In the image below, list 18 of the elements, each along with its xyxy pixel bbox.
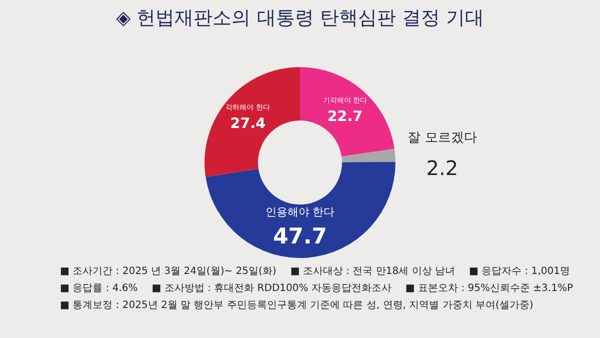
chart-title: ◈ 헌법재판소의 대통령 탄핵심판 결정 기대 <box>116 6 484 29</box>
data-label: 47.7 <box>273 224 327 250</box>
text: ■ 조사방법 : 휴대전화 RDD100% 자동응답전화조사 <box>152 282 392 295</box>
donut-slice <box>300 67 394 156</box>
data-label: 22.7 <box>327 108 363 125</box>
text: ■ 통계보정 : 2025년 2월 말 행안부 주민등록인구통계 기준에 따른 성, 연령, 지역별 가중치 부여(셀가중) <box>60 299 534 312</box>
text: ■ 응답자수 : 1,001명 <box>468 265 570 278</box>
text: ■ 표본오차 : 95%신뢰수준 ±3.1%P <box>405 282 573 295</box>
slice-label: 잘 모르겠다 <box>408 130 477 146</box>
text: ■ 조사기간 : 2025 년 3월 24일(월)~ 25일(화) <box>60 265 276 278</box>
data-label: 2.2 <box>426 156 458 180</box>
slice-label: 인용해야 한다 <box>265 205 335 218</box>
donut-slice <box>204 67 300 177</box>
data-label: 27.4 <box>230 116 266 132</box>
donut-slice <box>342 148 396 162</box>
text: ■ 조사대상 : 전국 만18세 이상 남녀 <box>290 265 455 278</box>
donut-slice <box>206 162 396 258</box>
text: ■ 응답률 : 4.6% <box>60 282 138 295</box>
